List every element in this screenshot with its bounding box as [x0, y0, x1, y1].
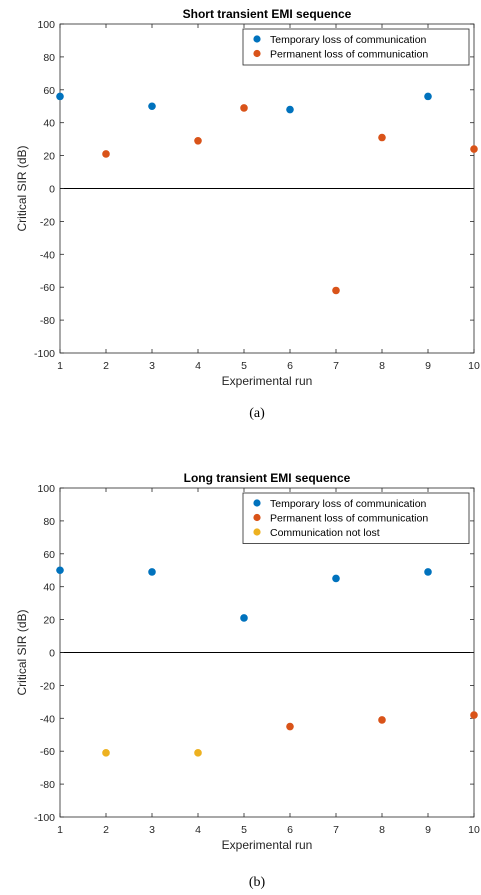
chart-panel-a: -100 -80 -60 -40 -20 0 20 40 60 80 100 1 2 3 4 5 6 7 8 9 10 S… — [15, 7, 480, 421]
chart-title: Long transient EMI sequence — [184, 471, 351, 485]
legend-marker-1 — [253, 35, 261, 43]
y-tick-label: -40 — [40, 713, 55, 725]
x-axis-label: Experimental run — [222, 838, 313, 852]
x-tick-label: 9 — [425, 360, 431, 372]
data-point-series-3 — [194, 749, 202, 757]
y-tick-label: 60 — [43, 549, 55, 561]
x-tick-label: 7 — [333, 824, 339, 836]
data-point-series-1 — [56, 92, 64, 101]
y-tick-label: 100 — [37, 483, 55, 495]
x-axis-label: Experimental run — [222, 374, 313, 388]
x-tick-label: 2 — [103, 824, 109, 836]
chart-title: Short transient EMI sequence — [183, 7, 352, 21]
legend-label-1: Temporary loss of communication — [270, 34, 427, 46]
y-tick-label: -80 — [40, 315, 55, 327]
figure-caption: (a) — [249, 406, 265, 421]
data-point-series-1 — [332, 574, 340, 583]
data-point-series-3 — [102, 749, 110, 757]
data-point-series-2 — [194, 136, 202, 145]
x-tick-label: 4 — [195, 824, 201, 836]
x-tick-label: 6 — [287, 824, 293, 836]
y-tick-label: -60 — [40, 746, 55, 758]
data-point-series-2 — [102, 150, 110, 158]
legend-label-3: Communication not lost — [270, 527, 380, 539]
data-point-series-2 — [378, 133, 386, 142]
data-point-series-2 — [470, 711, 478, 719]
x-tick-label: 5 — [241, 360, 247, 372]
y-tick-label: -20 — [40, 216, 55, 228]
legend-marker-2 — [253, 513, 261, 522]
x-tick-label: 7 — [333, 360, 339, 372]
y-tick-label: 40 — [43, 118, 55, 130]
data-point-series-2 — [286, 722, 294, 731]
x-tick-label: 9 — [425, 824, 431, 836]
y-tick-label: 100 — [37, 19, 55, 31]
data-point-series-1 — [148, 568, 156, 576]
y-tick-label: 80 — [43, 516, 55, 528]
y-tick-label: 20 — [43, 615, 55, 627]
data-point-series-1 — [56, 566, 64, 575]
data-point-series-2 — [378, 716, 386, 724]
y-tick-label: -80 — [40, 779, 55, 791]
y-tick-label: 60 — [43, 85, 55, 97]
x-tick-label: 8 — [379, 360, 385, 372]
data-point-series-1 — [424, 568, 432, 576]
y-axis-label: Critical SIR (dB) — [15, 609, 29, 695]
data-point-series-1 — [424, 92, 432, 101]
figure-caption: (b) — [249, 875, 266, 890]
x-tick-label: 6 — [287, 360, 293, 372]
legend-marker-3 — [253, 528, 261, 536]
legend-label-2: Permanent loss of communication — [270, 513, 428, 525]
y-tick-label: -60 — [40, 282, 55, 294]
data-point-series-1 — [240, 614, 248, 622]
legend-label-2: Permanent loss of communication — [270, 49, 428, 61]
chart-panel-b: -100 -80 -60 -40 -20 0 20 40 60 80 100 1 2 3 4 5 6 7 8 9 10 L… — [15, 471, 480, 890]
legend-label-1: Temporary loss of communication — [270, 498, 427, 510]
data-point-series-2 — [332, 286, 340, 295]
x-tick-label: 5 — [241, 824, 247, 836]
data-point-series-2 — [470, 145, 478, 153]
x-tick-label: 3 — [149, 360, 155, 372]
y-tick-label: 0 — [49, 648, 55, 660]
x-tick-label: 1 — [57, 360, 63, 372]
y-axis-label: Critical SIR (dB) — [15, 145, 29, 231]
y-tick-label: -100 — [34, 812, 55, 824]
x-tick-label: 10 — [468, 360, 480, 372]
y-tick-label: 40 — [43, 582, 55, 594]
x-tick-label: 8 — [379, 824, 385, 836]
x-tick-label: 3 — [149, 824, 155, 836]
legend-marker-1 — [253, 499, 261, 507]
y-tick-label: -40 — [40, 249, 55, 261]
legend-box — [242, 28, 470, 66]
y-tick-label: 20 — [43, 151, 55, 163]
y-tick-label: 0 — [49, 184, 55, 196]
data-point-series-1 — [286, 105, 294, 114]
legend-marker-2 — [253, 49, 261, 58]
x-tick-label: 1 — [57, 824, 63, 836]
x-tick-label: 10 — [468, 824, 480, 836]
legend-box — [242, 492, 470, 544]
x-tick-label: 4 — [195, 360, 201, 372]
x-tick-label: 2 — [103, 360, 109, 372]
data-point-series-2 — [240, 104, 248, 112]
y-tick-label: 80 — [43, 52, 55, 64]
y-tick-label: -20 — [40, 680, 55, 692]
data-point-series-1 — [148, 102, 156, 111]
y-tick-label: -100 — [34, 348, 55, 360]
